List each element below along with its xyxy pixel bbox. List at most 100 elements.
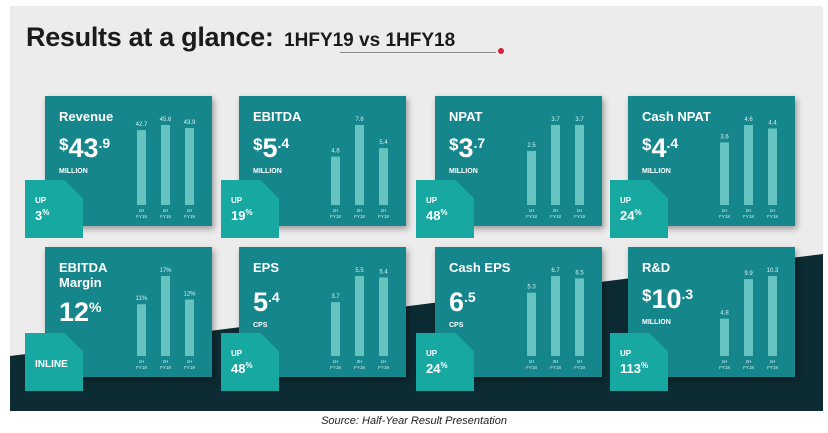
slide: Results at a glance: 1HFY19 vs 1HFY18 Re… xyxy=(10,6,823,411)
bar-value-label: 11% xyxy=(136,296,148,302)
title-dot xyxy=(498,48,504,54)
title-underline xyxy=(340,52,496,53)
value-int: 3 xyxy=(458,133,474,163)
value-int: 5 xyxy=(253,287,269,317)
bar-2 xyxy=(355,276,364,356)
bar-3 xyxy=(185,127,194,205)
title-subtitle: 1HFY19 vs 1HFY18 xyxy=(284,30,456,51)
badge-inline-text: INLINE xyxy=(35,359,68,370)
value-dec: .9 xyxy=(98,135,111,151)
bar-1 xyxy=(137,130,146,205)
category-label: 1H xyxy=(187,208,193,213)
category-label: FY18 xyxy=(160,365,171,370)
badge-percent: 24% xyxy=(426,361,448,376)
badge-percent-value: 48 xyxy=(231,361,246,376)
category-label: 1H xyxy=(770,359,776,364)
category-label: FY18 xyxy=(330,214,341,219)
card-value: $5.4 xyxy=(253,133,289,163)
category-label: 1H xyxy=(577,208,583,213)
change-badge-npat: UP 48% xyxy=(416,180,474,238)
category-label: 1H xyxy=(333,359,339,364)
category-label: FY18 xyxy=(743,365,754,370)
bar-3 xyxy=(768,128,777,205)
bar-value-label: 3.6 xyxy=(720,134,729,140)
value-int: 5 xyxy=(262,133,278,163)
bar-2 xyxy=(551,125,560,205)
value-prefix: $ xyxy=(642,135,652,154)
category-label: FY18 xyxy=(354,365,365,370)
badge-percent-sign: % xyxy=(245,361,253,370)
card-label: Cash NPAT xyxy=(642,109,711,124)
bar-1 xyxy=(527,292,536,356)
card-label: EPS xyxy=(253,260,280,275)
bar-value-label: 4.6 xyxy=(744,117,753,123)
badge-direction: UP xyxy=(426,349,438,358)
value-prefix: $ xyxy=(449,135,459,154)
bar-2 xyxy=(744,125,753,205)
category-label: FY19 xyxy=(767,214,778,219)
category-label: 2H xyxy=(746,208,752,213)
bar-value-label: 5.5 xyxy=(355,268,364,274)
category-label: 1H xyxy=(333,208,339,213)
category-label: FY18 xyxy=(330,365,341,370)
bar-value-label: 7.6 xyxy=(355,117,364,123)
page-title: Results at a glance: 1HFY19 vs 1HFY18 xyxy=(26,22,455,53)
category-label: 2H xyxy=(553,208,559,213)
badge-percent: 113% xyxy=(620,361,648,376)
bar-value-label: 42.7 xyxy=(136,122,148,128)
badge-direction: UP xyxy=(231,349,243,358)
badge-direction: UP xyxy=(620,196,632,205)
bar-value-label: 5.3 xyxy=(527,285,536,291)
bar-value-label: 3.7 xyxy=(331,294,340,300)
badge-percent-sign: % xyxy=(640,361,649,370)
category-label: 1H xyxy=(139,208,145,213)
badge-direction: UP xyxy=(231,196,243,205)
badge-percent-value: 48 xyxy=(426,208,441,223)
category-label: 1H xyxy=(187,359,193,364)
category-label: 2H xyxy=(553,359,559,364)
category-label: FY18 xyxy=(550,214,561,219)
value-prefix: $ xyxy=(253,135,263,154)
value-int: 6 xyxy=(449,287,465,317)
card-label: Cash EPS xyxy=(449,260,511,275)
card-value: 5.4 xyxy=(253,287,280,317)
bar-2 xyxy=(744,279,753,356)
category-label: FY18 xyxy=(354,214,365,219)
value-dec: .4 xyxy=(277,135,290,151)
badge-percent-value: 113 xyxy=(620,361,641,376)
badge-direction: UP xyxy=(620,349,632,358)
category-label: FY18 xyxy=(550,365,561,370)
bar-3 xyxy=(379,277,388,356)
bar-1 xyxy=(137,304,146,356)
card-unit: MILLION xyxy=(642,168,671,175)
badge-percent-value: 3 xyxy=(35,208,43,223)
category-label: 2H xyxy=(357,208,363,213)
bar-3 xyxy=(768,276,777,356)
change-badge-cash-eps: UP 24% xyxy=(416,333,474,391)
badge-percent-value: 24 xyxy=(620,208,635,223)
card-value: $3.7 xyxy=(449,133,485,163)
bar-value-label: 4.4 xyxy=(768,120,777,126)
badge-percent-sign: % xyxy=(634,208,642,217)
card-label: EBITDA Margin xyxy=(59,260,107,290)
category-label: 2H xyxy=(357,359,363,364)
card-label: R&D xyxy=(642,260,671,275)
change-badge-eps: UP 48% xyxy=(221,333,279,391)
value-int: 43 xyxy=(68,133,99,163)
category-label: 2H xyxy=(163,208,169,213)
change-badge-rd: UP 113% xyxy=(610,333,668,391)
card-label: Revenue xyxy=(59,109,114,124)
badge-direction: UP xyxy=(426,196,438,205)
value-dec: .3 xyxy=(681,286,694,302)
title-main: Results at a glance: xyxy=(26,22,274,52)
category-label: 1H xyxy=(770,208,776,213)
bar-2 xyxy=(161,276,170,356)
value-dec: .7 xyxy=(473,135,486,151)
badge-percent-value: 24 xyxy=(426,361,441,376)
